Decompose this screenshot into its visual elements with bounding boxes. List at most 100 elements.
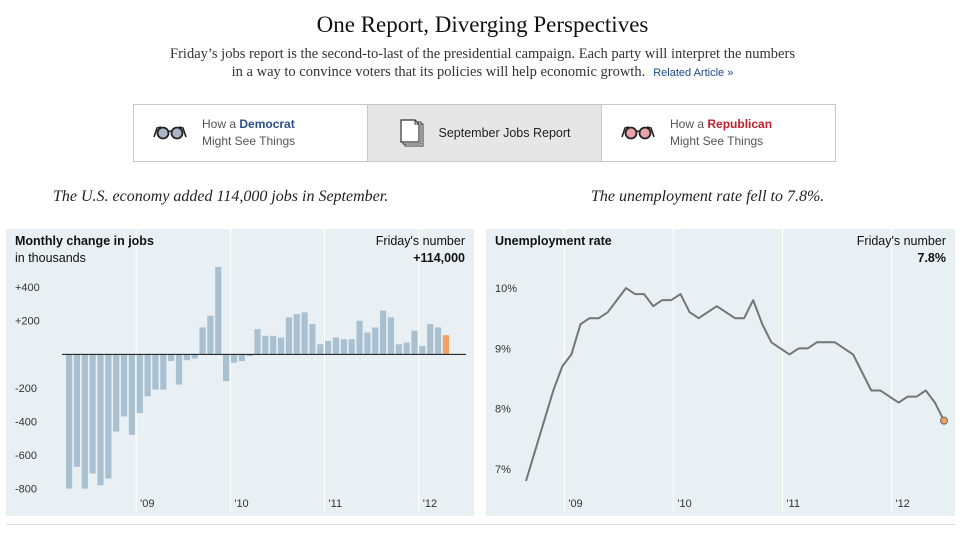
y-tick-label: -800 xyxy=(15,484,37,496)
bar xyxy=(254,329,261,355)
bar xyxy=(387,317,395,355)
bar xyxy=(191,354,198,359)
bar xyxy=(270,335,277,355)
unemployment-line xyxy=(525,287,945,482)
bar xyxy=(364,332,371,355)
bar xyxy=(238,354,245,362)
bar xyxy=(356,320,363,355)
bar xyxy=(207,315,214,355)
glasses-icon xyxy=(153,126,187,140)
x-tick-label: '12 xyxy=(895,498,909,510)
subtitle-line-1: Friday’s jobs report is the second-to-la… xyxy=(170,46,795,62)
tab-democrat-label: How a Democrat Might See Things xyxy=(202,116,295,150)
unemployment-chart-panel: '09'10'11'12 10% 9% 8% 7% Unemployment rate … xyxy=(486,229,955,516)
y-tick-label: 10% xyxy=(495,283,517,295)
bar xyxy=(309,324,316,355)
bar xyxy=(73,354,81,467)
bar xyxy=(325,340,332,355)
unemployment-chart: '09 '10 '11 '12 10% 9% 8% 7% xyxy=(495,229,948,512)
x-tick-label: '09 xyxy=(568,498,582,510)
jobs-chart: '09 '10 '11 '12 +400 +200 -200 -400 -600 -800 xyxy=(15,229,466,512)
bar xyxy=(293,314,300,355)
bar xyxy=(152,354,159,390)
bar xyxy=(403,342,410,355)
bar xyxy=(105,354,112,479)
jobs-chart-title: Monthly change in jobs xyxy=(15,234,154,248)
bar xyxy=(372,327,379,355)
glasses-icon xyxy=(621,126,655,140)
x-tick-label: '10 xyxy=(677,498,691,510)
page-subtitle: Friday’s jobs report is the second-to-la… xyxy=(130,45,835,82)
y-tick-label: -600 xyxy=(15,450,37,462)
unemployment-callout-label: Friday's number xyxy=(856,234,946,248)
bottom-divider xyxy=(6,524,955,525)
unemployment-headline: The unemployment rate fell to 7.8%. xyxy=(591,188,825,205)
tab-republican[interactable]: How a Republican Might See Things xyxy=(601,105,835,161)
bar xyxy=(89,354,96,474)
page-title: One Report, Diverging Perspectives xyxy=(316,12,649,37)
highlight-bar xyxy=(442,335,449,355)
bar xyxy=(434,327,442,355)
bar xyxy=(419,345,426,355)
x-tick-label: '12 xyxy=(423,498,437,510)
bar xyxy=(427,324,434,355)
subtitle-line-2-text: in a way to convince voters that its pol… xyxy=(231,64,646,80)
jobs-callout-value: +114,000 xyxy=(413,251,465,265)
jobs-callout-label: Friday's number xyxy=(375,234,465,248)
bar xyxy=(317,344,324,355)
x-tick-label: '10 xyxy=(234,498,248,510)
bar xyxy=(380,310,387,355)
bar xyxy=(120,354,128,417)
document-stack-icon xyxy=(400,119,424,147)
bar xyxy=(332,337,340,355)
y-tick-label: +200 xyxy=(15,316,40,328)
bar xyxy=(136,354,143,414)
latest-point-marker xyxy=(940,416,948,425)
y-tick-label: -400 xyxy=(15,416,37,428)
tab-republican-line-1: How a Republican xyxy=(670,116,772,133)
democrat-word: Democrat xyxy=(239,117,295,131)
bar xyxy=(223,354,230,382)
tab-september-jobs-report-label: September Jobs Report xyxy=(438,125,571,140)
bar xyxy=(411,330,418,355)
related-article-link[interactable]: Related Article » xyxy=(653,67,734,79)
tab-democrat-prefix: How a xyxy=(202,117,240,131)
jobs-headline: The U.S. economy added 114,000 jobs in S… xyxy=(53,188,389,205)
bar xyxy=(81,354,88,489)
tab-democrat-line-2: Might See Things xyxy=(202,134,296,148)
unemployment-chart-title: Unemployment rate xyxy=(495,234,612,248)
bar xyxy=(113,354,120,432)
bar xyxy=(230,354,238,363)
tab-democrat[interactable]: How a Democrat Might See Things xyxy=(134,105,367,161)
bar xyxy=(183,354,190,361)
tab-republican-line-2: Might See Things xyxy=(670,134,764,148)
bar xyxy=(128,354,135,435)
bar xyxy=(66,354,73,489)
bar xyxy=(277,337,285,355)
bar xyxy=(199,327,206,355)
tab-republican-label: How a Republican Might See Things xyxy=(670,116,772,150)
y-tick-label: -200 xyxy=(15,383,37,395)
jobs-chart-subtitle: in thousands xyxy=(15,251,86,265)
bar xyxy=(175,354,183,385)
x-tick-label: '11 xyxy=(786,498,800,510)
y-tick-label: +400 xyxy=(15,282,40,294)
y-tick-label: 8% xyxy=(495,404,511,416)
perspective-tabs: How a Democrat Might See Things Septembe… xyxy=(133,104,836,162)
bar xyxy=(301,312,308,355)
bar xyxy=(215,267,222,355)
bar xyxy=(144,354,151,397)
y-tick-label: 9% xyxy=(495,343,511,355)
x-tick-label: '11 xyxy=(329,498,343,510)
unemployment-callout-value: 7.8% xyxy=(917,251,947,265)
tab-republican-prefix: How a xyxy=(670,117,708,131)
bar xyxy=(285,317,292,355)
x-tick-label: '09 xyxy=(140,498,154,510)
y-tick-label: 7% xyxy=(495,464,511,476)
republican-word: Republican xyxy=(707,117,773,131)
bar xyxy=(246,354,253,356)
bar xyxy=(340,339,347,355)
tab-september-jobs-report[interactable]: September Jobs Report xyxy=(367,105,601,161)
bar xyxy=(160,354,167,390)
bar xyxy=(395,344,402,355)
